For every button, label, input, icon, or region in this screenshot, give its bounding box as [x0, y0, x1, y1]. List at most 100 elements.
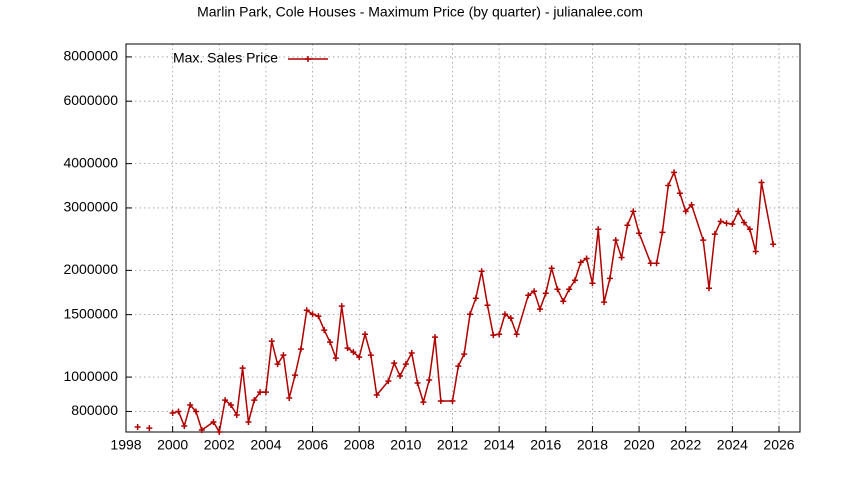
- point: [426, 377, 433, 384]
- point: [770, 241, 777, 248]
- point: [309, 311, 316, 318]
- y-tick-label: 8000000: [63, 48, 118, 64]
- point: [245, 418, 252, 425]
- legend-label: Max. Sales Price: [173, 50, 278, 66]
- point: [741, 219, 748, 226]
- x-tick-label: 2012: [437, 437, 468, 453]
- x-tick-label: 1998: [110, 437, 141, 453]
- point: [466, 311, 473, 318]
- y-tick-label: 4000000: [63, 154, 118, 170]
- point: [286, 394, 293, 401]
- point: [472, 295, 479, 302]
- point: [134, 424, 141, 431]
- legend-marker: [305, 56, 311, 62]
- x-tick-label: 2018: [577, 437, 608, 453]
- x-tick-label: 2004: [250, 437, 281, 453]
- point: [758, 179, 765, 186]
- point: [251, 397, 258, 404]
- point: [525, 292, 532, 299]
- point: [146, 425, 153, 432]
- point: [636, 230, 643, 237]
- point: [385, 378, 392, 385]
- point: [210, 418, 217, 425]
- point: [257, 389, 264, 396]
- point: [571, 277, 578, 284]
- point: [274, 361, 281, 368]
- point: [618, 254, 625, 261]
- plot-frame: [125, 43, 801, 433]
- y-tick-label: 3000000: [63, 199, 118, 215]
- point: [327, 339, 334, 346]
- point: [192, 408, 199, 415]
- point: [583, 255, 590, 262]
- point: [432, 334, 439, 341]
- point: [402, 361, 409, 368]
- point: [659, 229, 666, 236]
- point: [198, 427, 205, 434]
- x-tick-label: 2000: [157, 437, 188, 453]
- point: [233, 411, 240, 418]
- point: [187, 402, 194, 409]
- point: [676, 190, 683, 197]
- point: [478, 268, 485, 275]
- point: [262, 389, 269, 396]
- x-tick-label: 2020: [624, 437, 655, 453]
- point: [227, 402, 234, 409]
- point: [717, 218, 724, 225]
- point: [735, 208, 742, 215]
- point: [437, 398, 444, 405]
- x-tick-label: 2006: [297, 437, 328, 453]
- point: [647, 260, 654, 267]
- y-tick-label: 6000000: [63, 92, 118, 108]
- x-tick-label: 2002: [204, 437, 235, 453]
- point: [746, 226, 753, 233]
- point: [566, 286, 573, 293]
- point: [420, 399, 427, 406]
- point: [536, 306, 543, 313]
- y-tick-label: 800000: [71, 402, 118, 418]
- point: [624, 222, 631, 229]
- point: [292, 372, 299, 379]
- point: [671, 169, 678, 176]
- point: [321, 327, 328, 334]
- point: [542, 290, 549, 297]
- y-tick-label: 2000000: [63, 261, 118, 277]
- point: [589, 280, 596, 287]
- point: [315, 313, 322, 320]
- point: [373, 392, 380, 399]
- point: [338, 303, 345, 310]
- point: [501, 311, 508, 318]
- point: [455, 363, 462, 370]
- point: [665, 182, 672, 189]
- point: [706, 285, 713, 292]
- point: [496, 331, 503, 338]
- point: [414, 380, 421, 387]
- point: [548, 265, 555, 272]
- point: [169, 409, 176, 416]
- x-tick-label: 2016: [530, 437, 561, 453]
- point: [391, 360, 398, 367]
- y-tick-label: 1000000: [63, 368, 118, 384]
- point: [397, 373, 404, 380]
- x-tick-label: 2008: [344, 437, 375, 453]
- point: [449, 398, 456, 405]
- point: [344, 345, 351, 352]
- point: [577, 259, 584, 266]
- point: [507, 315, 514, 322]
- x-tick-label: 2014: [484, 437, 515, 453]
- x-tick-label: 2024: [717, 437, 748, 453]
- point: [653, 260, 660, 267]
- point: [729, 221, 736, 228]
- x-tick-label: 2026: [763, 437, 794, 453]
- point: [513, 331, 520, 338]
- point: [280, 352, 287, 359]
- point: [268, 338, 275, 345]
- point: [531, 288, 538, 295]
- point: [700, 237, 707, 244]
- point: [752, 248, 759, 255]
- point: [461, 351, 468, 358]
- point: [484, 302, 491, 309]
- point: [175, 408, 182, 415]
- point: [362, 331, 369, 338]
